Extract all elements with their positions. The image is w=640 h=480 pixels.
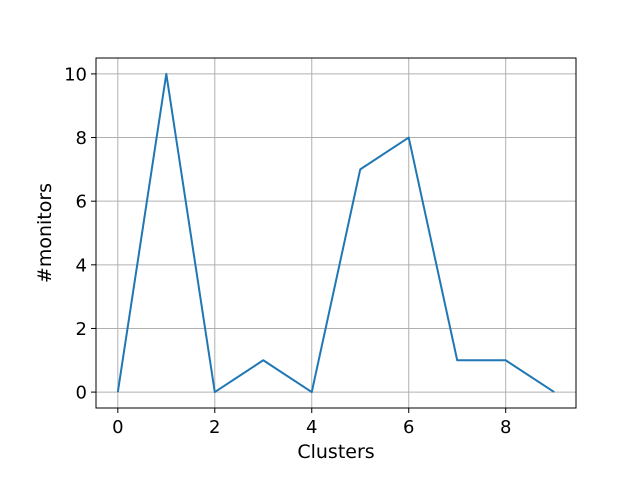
series-line-0 [116,72,555,394]
y-tick-label: 10 [64,64,87,85]
x-tick-label: 6 [403,417,414,438]
y-tick-label: 2 [76,319,87,340]
grid [96,58,576,408]
y-tick-label: 4 [76,255,87,276]
y-axis-label: #monitors [34,183,56,283]
x-tick-label: 0 [112,417,123,438]
y-tick-label: 6 [76,192,87,213]
x-tick-label: 2 [209,417,220,438]
ticks: 0 2 4 6 8 0 2 4 6 8 10 [64,64,511,438]
x-tick-label: 8 [500,417,511,438]
x-tick-label: 4 [306,417,317,438]
y-tick-label: 0 [76,383,87,404]
x-axis-label: Clusters [297,441,374,463]
plot-frame [95,57,577,409]
y-tick-label: 8 [76,128,87,149]
series-layer [116,72,555,394]
